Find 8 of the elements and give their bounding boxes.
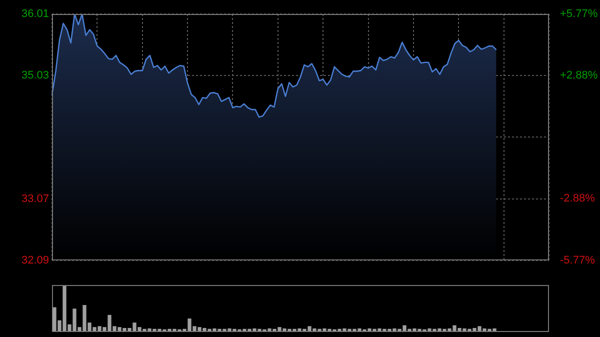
y2-tick-label: -5.77% (560, 254, 596, 266)
y-tick-label: 33.07 (21, 192, 49, 205)
y-tick-label: 32.09 (21, 254, 49, 266)
y2-tick-label: +2.88% (560, 70, 598, 82)
y2-tick-label: -2.88% (560, 192, 596, 205)
y2-tick-label: +5.77% (560, 8, 598, 20)
y-tick-label: 36.01 (21, 8, 49, 20)
y-tick-label: 35.03 (21, 70, 49, 82)
